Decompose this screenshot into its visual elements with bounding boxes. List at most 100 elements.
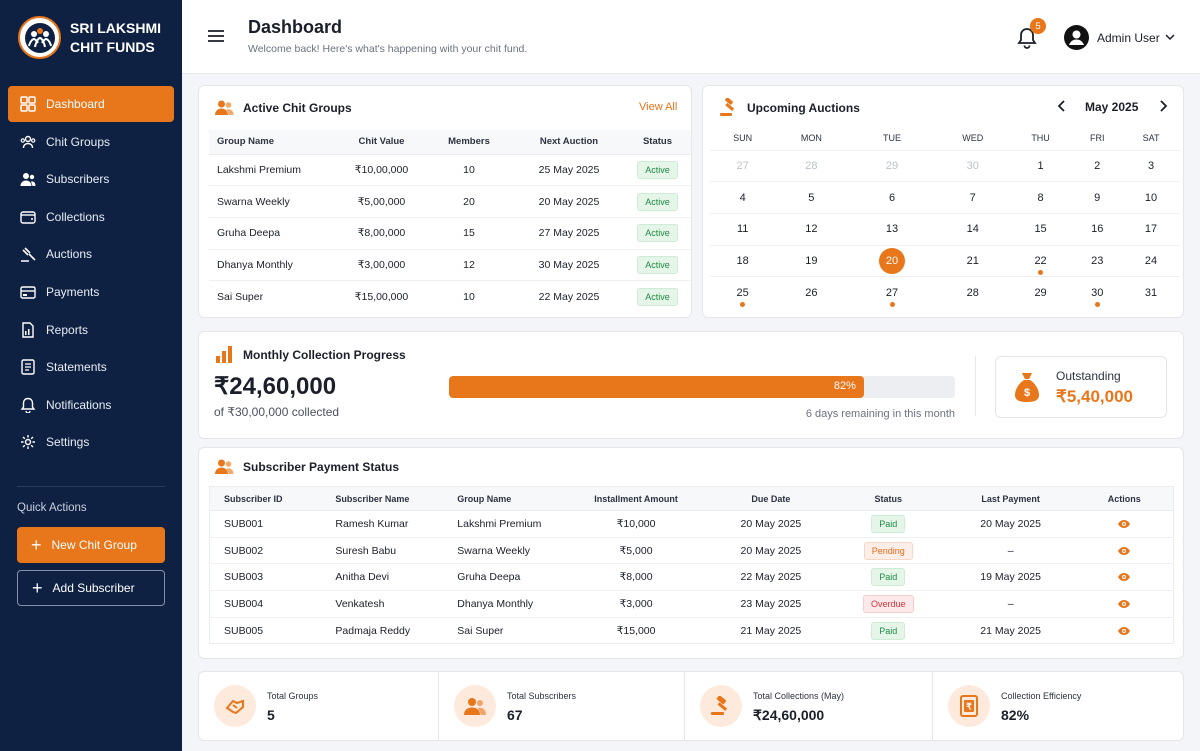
calendar-day[interactable]: 15 <box>1008 212 1073 246</box>
table-cell: Overdue <box>830 590 946 618</box>
calendar-day[interactable]: 13 <box>847 212 937 246</box>
user-name[interactable]: Admin User <box>1097 31 1160 45</box>
status-badge: Active <box>637 192 678 211</box>
calendar-day[interactable]: 11 <box>710 212 776 246</box>
calendar-day[interactable]: 28 <box>775 149 848 182</box>
sidebar-item-notifications[interactable]: Notifications <box>8 387 174 423</box>
view-eye-icon[interactable] <box>1117 546 1131 556</box>
calendar-day[interactable]: 9 <box>1072 181 1123 214</box>
calendar-day[interactable]: 24 <box>1122 244 1180 277</box>
calendar-day[interactable]: 27 <box>710 149 776 182</box>
calendar-day[interactable]: 30 <box>936 149 1009 182</box>
statement-icon <box>20 359 36 375</box>
subscriber-payment-card: Subscriber Payment Status Subscriber ID S… <box>198 447 1184 659</box>
view-all-link[interactable]: View All <box>639 101 678 113</box>
table-cell: Venkatesh <box>321 590 444 618</box>
column-header: Subscriber ID <box>209 486 322 511</box>
calendar-day[interactable]: 4 <box>710 181 776 214</box>
report-icon <box>20 321 36 338</box>
calendar-day[interactable]: 12 <box>775 212 848 246</box>
calendar-day[interactable]: 23 <box>1072 244 1123 277</box>
brand[interactable]: SRI LAKSHMI CHIT FUNDS <box>18 16 161 59</box>
calendar-day[interactable]: 30 <box>1072 276 1123 309</box>
table-row[interactable]: SUB003 Anitha Devi Gruha Deepa ₹8,000 22 May… <box>209 563 1174 592</box>
calendar-day[interactable]: 31 <box>1122 276 1180 309</box>
table-cell: 25 May 2025 <box>514 154 624 187</box>
calendar-day[interactable]: 27 <box>847 276 937 309</box>
table-row[interactable]: Gruha Deepa ₹8,00,000 15 27 May 2025 Active <box>209 217 691 250</box>
calendar-day[interactable]: 16 <box>1072 212 1123 246</box>
view-eye-icon[interactable] <box>1117 599 1131 609</box>
table-cell: Ramesh Kumar <box>321 510 444 538</box>
sidebar-item-settings[interactable]: Settings <box>8 424 174 460</box>
stat-value: ₹24,60,000 <box>753 707 825 723</box>
view-eye-icon[interactable] <box>1117 626 1131 636</box>
sidebar-item-statements[interactable]: Statements <box>8 349 174 385</box>
weekday-label: SAT <box>1142 132 1160 143</box>
user-avatar-icon[interactable] <box>1064 25 1089 50</box>
calendar-day[interactable]: 25 <box>710 276 776 309</box>
calendar-day-number: 27 <box>885 286 899 299</box>
sidebar-item-subscribers[interactable]: Subscribers <box>8 161 174 197</box>
calendar-day-number: 4 <box>739 191 746 204</box>
calendar-week: 27 28 29 30 1 2 3 <box>710 149 1180 182</box>
table-cell: Active <box>624 185 691 218</box>
table-row[interactable]: Sai Super ₹15,00,000 10 22 May 2025 Active <box>209 281 691 313</box>
sidebar-item-reports[interactable]: Reports <box>8 312 174 348</box>
sidebar-item-chit-groups[interactable]: Chit Groups <box>8 124 174 160</box>
view-eye-icon[interactable] <box>1117 519 1131 529</box>
calendar-day[interactable]: 10 <box>1122 181 1180 214</box>
brand-logo-icon <box>18 16 61 59</box>
calendar-day[interactable]: 5 <box>775 181 848 214</box>
calendar-day[interactable]: 19 <box>775 244 848 277</box>
hamburger-menu-icon[interactable] <box>207 28 225 44</box>
table-row[interactable]: Lakshmi Premium ₹10,00,000 10 25 May 2025 Ac… <box>209 154 691 187</box>
chevron-right-icon[interactable] <box>1158 99 1168 113</box>
calendar-day[interactable]: 29 <box>847 149 937 182</box>
table-row[interactable]: SUB005 Padmaja Reddy Sai Super ₹15,000 21 Ma… <box>210 617 1174 644</box>
sidebar-item-auctions[interactable]: Auctions <box>8 236 174 272</box>
stat-label: Total Subscribers <box>507 691 577 701</box>
sidebar-item-dashboard[interactable]: Dashboard <box>8 86 174 122</box>
calendar-day[interactable]: 6 <box>847 181 937 214</box>
calendar-day[interactable]: 7 <box>936 181 1009 214</box>
svg-text:₹: ₹ <box>966 702 972 712</box>
calendar-day-number: 29 <box>885 159 899 172</box>
table-row[interactable]: SUB004 Venkatesh Dhanya Monthly ₹3,000 23 Ma… <box>209 590 1174 618</box>
sidebar-item-collections[interactable]: Collections <box>8 199 174 235</box>
auction-marker-dot <box>1038 270 1044 276</box>
calendar-day[interactable]: 2 <box>1072 149 1123 182</box>
table-row[interactable]: Dhanya Monthly ₹3,00,000 12 30 May 2025 Acti… <box>209 249 691 282</box>
table-cell: 22 May 2025 <box>711 563 831 592</box>
collection-target: of ₹30,00,000 collected <box>214 405 340 419</box>
view-eye-icon[interactable] <box>1117 572 1131 582</box>
calendar-day[interactable]: 14 <box>936 212 1009 246</box>
new-chit-group-button[interactable]: + New Chit Group <box>17 527 165 563</box>
table-cell <box>1075 590 1174 618</box>
calendar-day-number: 17 <box>1144 223 1158 236</box>
column-header: Status <box>830 486 946 511</box>
chevron-left-icon[interactable] <box>1057 99 1067 113</box>
status-badge: Active <box>637 287 678 306</box>
calendar-day[interactable]: 8 <box>1008 181 1073 214</box>
table-row[interactable]: SUB001 Ramesh Kumar Lakshmi Premium ₹10,000… <box>209 510 1174 538</box>
calendar-day[interactable]: 28 <box>936 276 1009 309</box>
add-subscriber-button[interactable]: + Add Subscriber <box>17 570 165 606</box>
table-row[interactable]: SUB002 Suresh Babu Swarna Weekly ₹5,000 20 M… <box>209 537 1174 565</box>
status-badge: Paid <box>871 568 906 587</box>
table-cell: Gruha Deepa <box>443 563 562 592</box>
sidebar-item-payments[interactable]: Payments <box>8 274 174 310</box>
calendar-day[interactable]: 1 <box>1008 149 1073 182</box>
table-row[interactable]: Swarna Weekly ₹5,00,000 20 20 May 2025 Activ… <box>209 185 691 218</box>
calendar-day[interactable]: 22 <box>1008 244 1073 277</box>
calendar-day[interactable]: 3 <box>1122 149 1180 182</box>
calendar-day[interactable]: 21 <box>936 244 1009 277</box>
table-cell <box>1076 617 1174 644</box>
calendar-day[interactable]: 20 <box>847 244 937 277</box>
collection-percent-label: 82% <box>833 380 856 392</box>
calendar-day[interactable]: 26 <box>775 276 848 309</box>
chevron-down-icon[interactable] <box>1165 33 1175 41</box>
calendar-day[interactable]: 29 <box>1008 276 1073 309</box>
calendar-day[interactable]: 18 <box>710 244 776 277</box>
calendar-day[interactable]: 17 <box>1122 212 1180 246</box>
